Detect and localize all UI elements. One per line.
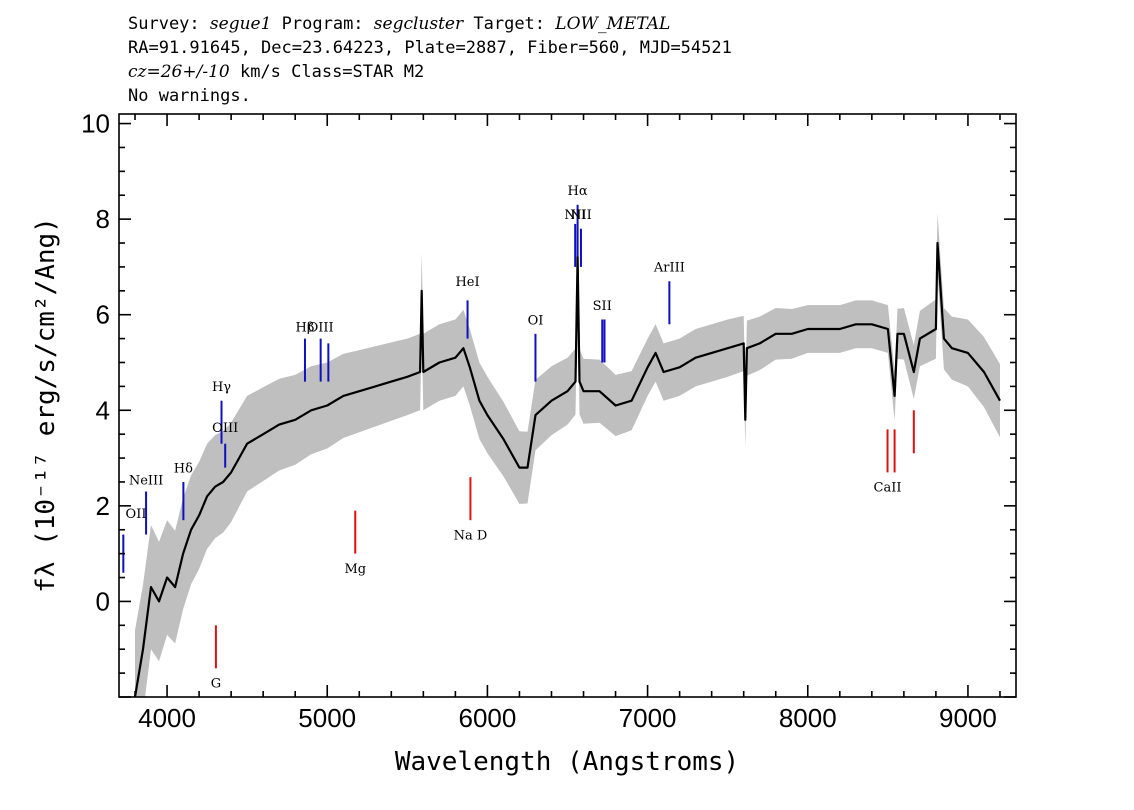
target-label: Target: [473, 14, 546, 34]
y-tick-label: 10 [81, 109, 110, 139]
y-tick-label: 6 [96, 300, 110, 330]
axis-ticks: 4000 5000 6000 7000 8000 9000 0 2 4 6 8 10 [81, 109, 1016, 733]
header-line-coordinates: RA=91.91645, Dec=23.64223, Plate=2887, F… [128, 38, 732, 58]
line-marker-label: SII [593, 299, 612, 314]
program-value: segcluster [373, 14, 464, 34]
header-line-warnings: No warnings. [128, 86, 251, 106]
line-marker-label: NII [570, 208, 592, 223]
line-marker-label: Hβ [296, 320, 315, 335]
y-tick-label: 2 [96, 491, 110, 521]
survey-label: Survey: [128, 14, 200, 34]
y-tick-label: 0 [96, 586, 110, 616]
line-marker-label: G [211, 676, 221, 691]
x-tick-label: 6000 [458, 703, 516, 733]
redshift-class: km/s Class=STAR M2 [239, 62, 425, 82]
line-marker-label: Hγ [212, 380, 231, 395]
survey-value: segue1 [209, 14, 272, 34]
line-marker-label: OIII [308, 320, 334, 335]
y-tick-label: 8 [96, 204, 110, 234]
line-marker-label: OII [126, 507, 147, 522]
target-value: LOW_METAL [555, 14, 671, 34]
flux-line [133, 241, 1001, 697]
line-marker-label: Na D [454, 528, 488, 543]
error-band [135, 213, 1000, 697]
line-marker-label: OI [528, 313, 544, 328]
redshift-value: cz=26+/-10 [128, 62, 230, 82]
x-axis-title: Wavelength (Angstroms) [395, 747, 739, 777]
line-marker-label: Mg [344, 562, 366, 577]
y-axis-title: fλ (10⁻¹⁷ erg/s/cm²/Ang) [31, 217, 61, 593]
line-marker-labels: OIINeIIIHδHγOIIIHβOIIIHeIOINIIHαNIISIIAr… [126, 184, 902, 691]
line-marker-label: Hα [568, 184, 588, 199]
x-tick-label: 8000 [779, 703, 837, 733]
line-marker-label: ArIII [653, 261, 685, 276]
line-marker-label: NeIII [129, 473, 163, 488]
x-tick-label: 4000 [138, 703, 196, 733]
line-marker-label: CaII [874, 481, 902, 496]
x-tick-label: 5000 [298, 703, 356, 733]
line-marker-label: NII [564, 208, 586, 223]
plot-area [122, 204, 1001, 697]
spectrum-header: Survey: segue1 Program: segcluster Targe… [128, 12, 732, 108]
y-tick-label: 4 [96, 395, 110, 425]
x-tick-label: 7000 [619, 703, 677, 733]
program-label: Program: [281, 14, 364, 34]
plot-frame [118, 113, 1017, 698]
header-line-redshift: cz=26+/-10 km/s Class=STAR M2 [128, 60, 732, 84]
header-line-survey: Survey: segue1 Program: segcluster Targe… [128, 12, 732, 36]
x-tick-label: 9000 [939, 703, 997, 733]
line-marker-label: Hδ [174, 461, 193, 476]
line-marker-label: OIII [212, 421, 238, 436]
line-marker-label: HeI [455, 275, 479, 290]
